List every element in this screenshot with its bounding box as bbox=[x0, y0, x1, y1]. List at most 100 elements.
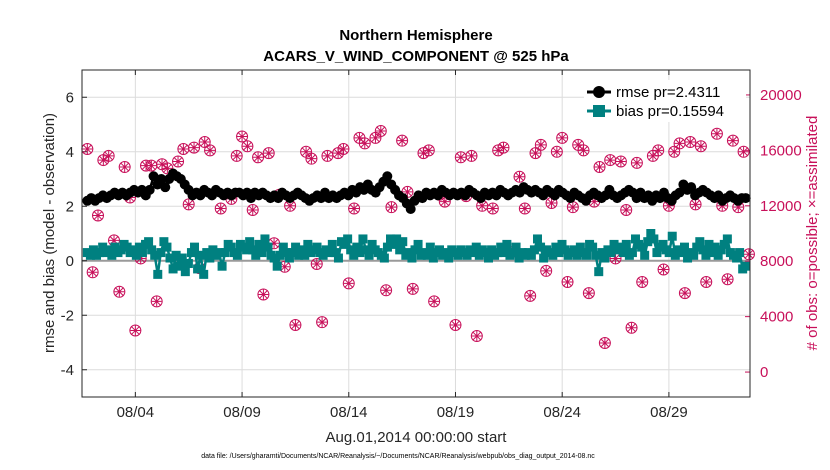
possible-obs-marker bbox=[230, 149, 243, 162]
possible-obs-marker bbox=[486, 202, 499, 215]
bias-marker bbox=[327, 239, 337, 249]
bias-marker bbox=[588, 242, 598, 252]
bias-marker bbox=[413, 239, 423, 249]
legend: rmse pr=2.4311 bias pr=0.15594 bbox=[584, 80, 746, 122]
assimilated-obs-marker bbox=[402, 186, 413, 197]
assimilated-obs-marker bbox=[525, 290, 536, 301]
assimilated-obs-marker bbox=[711, 128, 722, 139]
bias-marker bbox=[208, 245, 218, 255]
assimilated-obs-marker bbox=[258, 289, 269, 300]
bias-marker bbox=[324, 248, 334, 258]
assimilated-obs-marker bbox=[418, 148, 429, 159]
bias-marker bbox=[150, 250, 160, 260]
bias-marker bbox=[560, 245, 570, 255]
y-tick-label-right: 12000 bbox=[760, 198, 802, 215]
possible-obs-marker bbox=[518, 202, 531, 215]
bias-marker bbox=[349, 250, 359, 260]
assimilated-obs-marker bbox=[727, 135, 738, 146]
bias-marker bbox=[670, 250, 680, 260]
bias-marker bbox=[649, 234, 659, 244]
bias-marker bbox=[196, 250, 206, 260]
bias-marker bbox=[594, 267, 604, 277]
bias-marker bbox=[704, 239, 714, 249]
x-tick-label: 08/14 bbox=[330, 404, 368, 421]
assimilated-obs-marker bbox=[354, 132, 365, 143]
assimilated-obs-marker bbox=[375, 125, 386, 137]
bias-marker bbox=[193, 264, 203, 274]
chart-title: Northern Hemisphere ACARS_V_WIND_COMPONE… bbox=[263, 27, 569, 65]
assimilated-obs-marker bbox=[487, 203, 498, 214]
bias-marker bbox=[658, 239, 668, 249]
bias-marker bbox=[107, 250, 117, 260]
possible-obs-marker bbox=[380, 284, 393, 297]
assimilated-obs-marker bbox=[338, 143, 349, 155]
assimilated-obs-marker bbox=[333, 148, 344, 159]
bias-marker bbox=[695, 237, 705, 247]
bias-marker bbox=[199, 269, 209, 279]
possible-obs-marker bbox=[188, 141, 201, 154]
assimilated-obs-marker bbox=[103, 150, 114, 161]
bias-marker bbox=[379, 253, 389, 263]
bias-marker bbox=[346, 245, 356, 255]
y-tick-label-left: 6 bbox=[66, 89, 74, 106]
bias-marker bbox=[88, 245, 98, 255]
assimilated-obs-marker bbox=[311, 258, 322, 270]
assimilated-obs-marker bbox=[455, 152, 466, 163]
error-series bbox=[82, 168, 751, 279]
assimilated-obs-marker bbox=[685, 137, 696, 148]
bias-marker bbox=[435, 245, 445, 255]
bias-marker bbox=[618, 248, 628, 258]
assimilated-obs-marker bbox=[108, 235, 120, 246]
possible-obs-marker bbox=[385, 201, 398, 214]
y-tick-label-right: 0 bbox=[760, 364, 768, 381]
bias-marker bbox=[242, 245, 252, 255]
possible-obs-marker bbox=[358, 137, 371, 150]
assimilated-obs-marker bbox=[237, 131, 248, 142]
rmse-marker bbox=[740, 193, 751, 204]
bias-marker bbox=[257, 248, 267, 258]
possible-obs-marker bbox=[396, 134, 409, 147]
bias-marker bbox=[128, 245, 138, 255]
assimilated-obs-marker bbox=[370, 132, 381, 143]
bias-marker bbox=[554, 248, 564, 258]
y-tick-label-left: -4 bbox=[61, 362, 74, 379]
possible-obs-marker bbox=[620, 203, 633, 216]
y-axis-label-left: rmse and bias (model - observation) bbox=[41, 113, 58, 353]
bias-marker bbox=[333, 253, 343, 263]
possible-obs-marker bbox=[289, 318, 302, 331]
bias-marker bbox=[281, 248, 291, 258]
bias-marker bbox=[165, 253, 175, 263]
bias-marker bbox=[483, 253, 493, 263]
assimilated-obs-marker bbox=[98, 155, 109, 166]
assimilated-obs-marker bbox=[199, 137, 210, 148]
bias-marker bbox=[536, 242, 546, 252]
possible-obs-marker bbox=[257, 288, 270, 301]
possible-obs-marker bbox=[236, 130, 249, 143]
assimilated-obs-marker bbox=[546, 197, 557, 209]
assimilated-obs-marker bbox=[519, 203, 530, 214]
bias-marker bbox=[581, 250, 591, 260]
assimilated-obs-marker bbox=[722, 274, 733, 285]
assimilated-obs-marker bbox=[738, 146, 749, 157]
possible-obs-marker bbox=[465, 149, 478, 162]
bias-marker bbox=[425, 242, 435, 252]
bias-marker bbox=[275, 250, 285, 260]
assimilated-obs-marker bbox=[306, 153, 317, 164]
bias-marker bbox=[116, 245, 126, 255]
bias-marker bbox=[646, 229, 656, 238]
bias-marker bbox=[667, 231, 677, 241]
assimilated-obs-marker bbox=[349, 203, 360, 214]
bias-marker bbox=[312, 242, 322, 252]
x-axis-label: Aug.01,2014 00:00:00 start bbox=[326, 429, 508, 446]
possible-obs-marker bbox=[262, 147, 275, 160]
assimilated-obs-marker bbox=[733, 202, 744, 213]
bias-marker bbox=[180, 267, 190, 277]
bias-marker bbox=[330, 248, 340, 258]
assimilated-obs-marker bbox=[130, 325, 141, 336]
possible-obs-marker bbox=[129, 324, 142, 337]
bias-marker bbox=[652, 248, 662, 258]
bias-marker bbox=[232, 250, 242, 260]
assimilated-obs-marker bbox=[242, 141, 253, 152]
possible-obs-marker bbox=[561, 275, 574, 288]
y-tick-label-right: 4000 bbox=[760, 309, 793, 326]
